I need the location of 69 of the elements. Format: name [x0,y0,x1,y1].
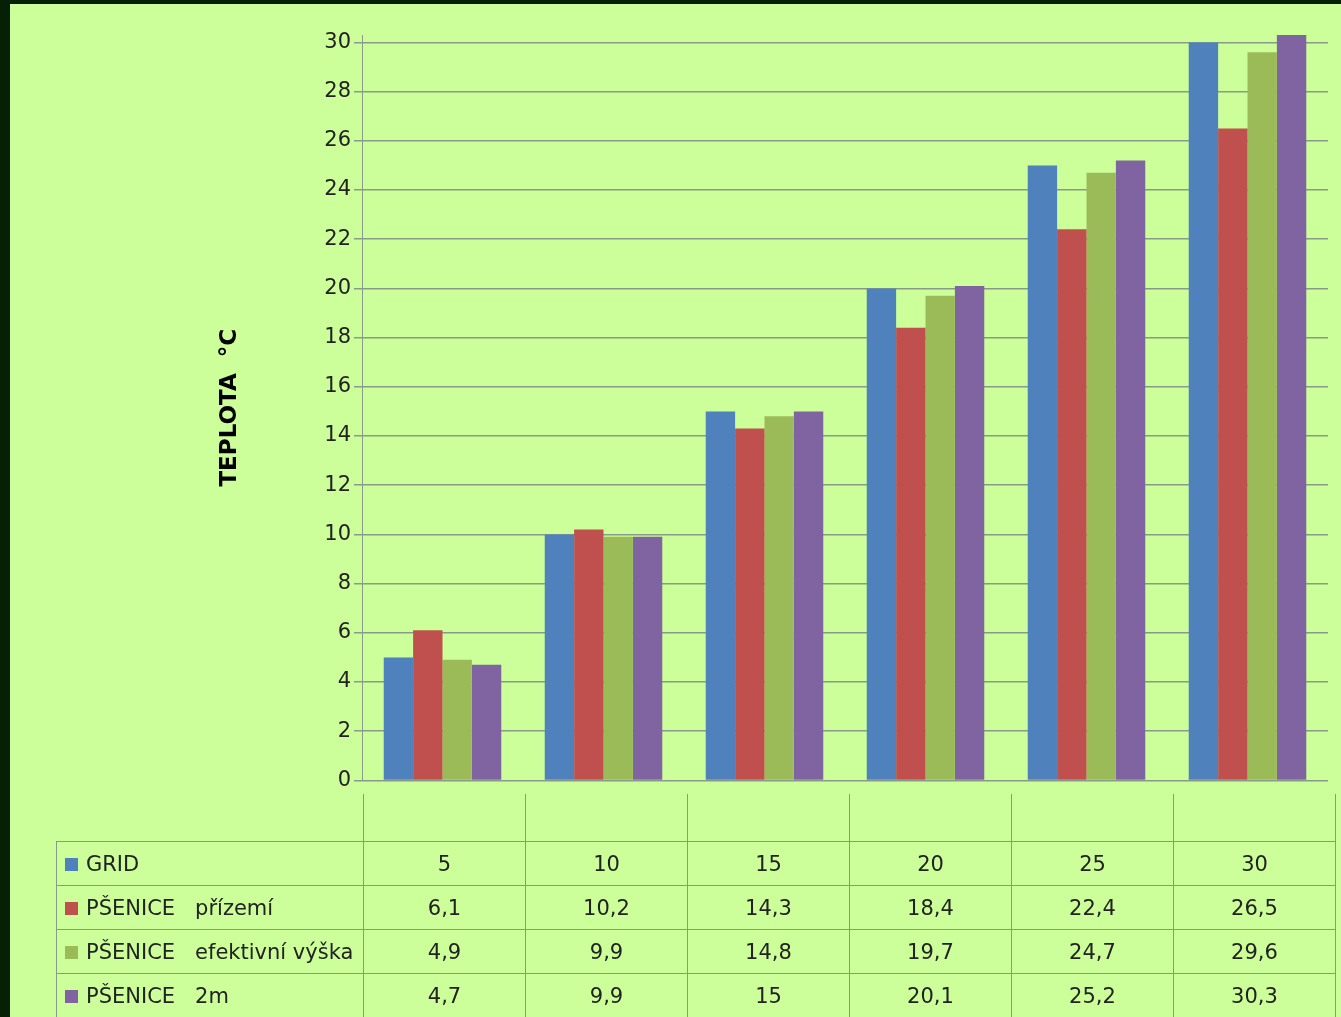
bar [544,534,575,780]
y-tick-label: 18 [324,324,351,349]
y-tick-label: 10 [324,520,351,545]
data-label: 10,2 [525,885,688,930]
y-tick-label: 8 [337,570,351,595]
data-label: 29,6 [1173,929,1336,974]
bar [793,411,824,780]
data-label: 24,7 [1011,929,1174,974]
bar [574,529,604,780]
bar [764,416,794,780]
y-tick-label: 22 [324,225,351,250]
bar [471,664,502,780]
y-tick-label: 20 [324,274,351,299]
y-tick-label: 6 [337,619,351,644]
data-label: 30 [1173,841,1336,886]
y-tick-label: 24 [324,176,351,201]
y-tick-label: 26 [324,127,351,152]
data-label: 15 [687,973,850,1017]
data-label: 20 [849,841,1012,886]
y-tick-label: 0 [337,766,351,791]
legend-label: GRID [56,841,364,886]
data-label: 20,1 [849,973,1012,1017]
legend-label: PŠENICE přízemí [56,885,364,930]
bar [632,536,663,780]
data-label: 30,3 [1173,973,1336,1017]
bar [383,657,414,780]
data-label: 4,7 [363,973,526,1017]
bar [442,659,472,780]
y-tick-label: 4 [337,668,351,693]
bar [954,285,985,780]
data-label: 26,5 [1173,885,1336,930]
bar [1027,165,1058,780]
data-label: 6,1 [363,885,526,930]
bar [1115,160,1146,780]
data-label: 19,7 [849,929,1012,974]
data-label: 14,3 [687,885,850,930]
data-label: 5 [363,841,526,886]
y-axis-title: TEPLOTA °C [214,328,241,487]
data-label: 18,4 [849,885,1012,930]
bar [1057,229,1087,780]
bar [1276,35,1307,780]
bar [705,411,736,780]
y-tick-label: 28 [324,78,351,103]
bar [896,327,926,780]
data-label: 25,2 [1011,973,1174,1017]
legend-label: PŠENICE efektivní výška [56,929,364,974]
data-label: 4,9 [363,929,526,974]
bar [603,536,633,780]
data-label: 9,9 [525,929,688,974]
bar [1247,52,1277,780]
y-tick-label: 2 [337,717,351,742]
y-tick-label: 16 [324,373,351,398]
data-label: 15 [687,841,850,886]
bar [735,428,765,780]
bar [1086,172,1116,780]
y-tick-label: 30 [324,28,351,53]
data-label: 22,4 [1011,885,1174,930]
bar [925,295,955,780]
bar [1218,128,1248,780]
data-label: 9,9 [525,973,688,1017]
data-label: 25 [1011,841,1174,886]
data-label: 14,8 [687,929,850,974]
y-tick-label: 12 [324,471,351,496]
bar [1188,42,1219,780]
bar [413,630,443,780]
y-tick-label: 14 [324,422,351,447]
bar [866,288,897,780]
data-label: 10 [525,841,688,886]
legend-label: PŠENICE 2m [56,973,364,1017]
